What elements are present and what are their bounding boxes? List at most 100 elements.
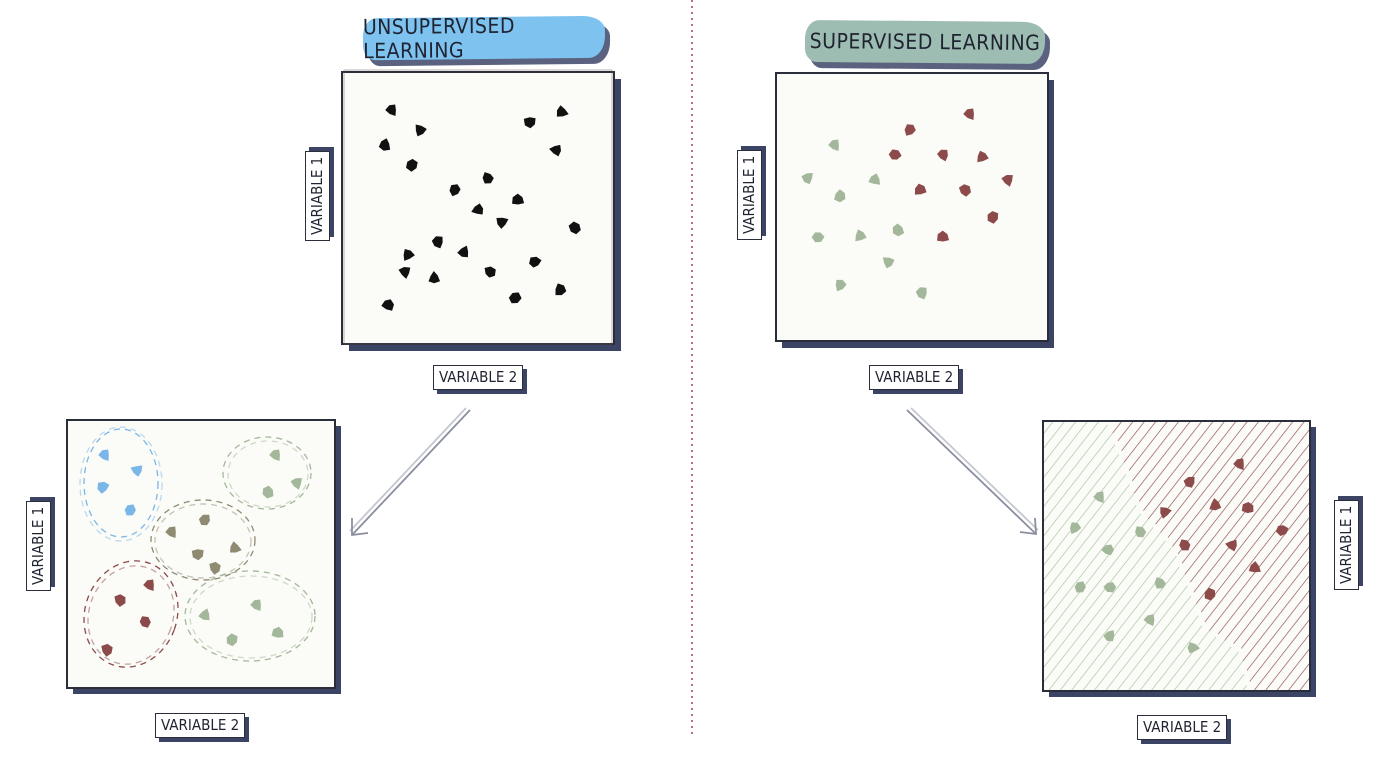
class-region-green — [1043, 421, 1250, 691]
cluster-tan-outline — [150, 499, 256, 581]
data-point — [428, 271, 440, 284]
data-point — [124, 504, 136, 516]
data-point — [888, 149, 902, 160]
data-point — [1001, 175, 1013, 187]
data-point — [1160, 507, 1172, 519]
data-point — [811, 232, 825, 243]
data-point — [496, 217, 509, 229]
data-point — [484, 266, 496, 278]
data-point — [1204, 587, 1216, 601]
data-point — [431, 236, 443, 249]
arrow-to-classification — [906, 407, 1039, 536]
data-point — [1187, 642, 1200, 654]
data-point — [987, 211, 999, 224]
data-point — [97, 481, 110, 494]
data-point — [882, 257, 895, 269]
data-point — [937, 149, 948, 162]
data-point — [1070, 522, 1082, 534]
data-point — [143, 579, 154, 591]
data-point — [139, 616, 151, 628]
data-point — [398, 267, 411, 279]
data-point — [101, 643, 113, 657]
data-point — [1135, 526, 1147, 538]
data-point — [508, 292, 522, 304]
data-point — [828, 139, 839, 151]
raw-data-panel-supervised — [775, 72, 1054, 348]
data-point — [549, 144, 561, 157]
cluster-outlines — [79, 426, 316, 668]
data-point — [801, 173, 813, 185]
data-point — [529, 256, 542, 268]
data-point — [1103, 630, 1115, 642]
data-point — [1241, 502, 1254, 514]
data-point — [835, 279, 847, 292]
data-point — [523, 117, 536, 129]
data-point — [958, 184, 971, 197]
data-point — [1074, 581, 1086, 593]
y-axis-label-bottom-left: VARIABLE 1 — [26, 500, 51, 591]
data-point — [1276, 525, 1289, 536]
class-region-brown — [1108, 421, 1310, 691]
data-point — [1225, 539, 1237, 552]
data-point — [403, 249, 415, 261]
arrow-to-clustering — [349, 407, 471, 537]
data-point — [937, 230, 950, 242]
data-point — [555, 283, 567, 296]
data-point — [914, 183, 927, 195]
data-point — [130, 465, 143, 477]
data-point — [834, 189, 846, 203]
data-point — [977, 150, 989, 163]
data-point — [1248, 561, 1261, 573]
data-point — [165, 526, 176, 538]
data-point — [482, 172, 494, 184]
data-point — [1101, 544, 1114, 556]
decision-boundary — [1106, 421, 1252, 691]
data-point — [556, 105, 569, 117]
data-point — [1143, 614, 1155, 627]
data-point — [868, 173, 881, 185]
data-point — [114, 594, 126, 607]
data-point — [855, 229, 867, 242]
data-point — [406, 158, 418, 172]
x-axis-label-bottom-left: VARIABLE 2 — [155, 713, 246, 738]
data-point — [1233, 458, 1244, 470]
data-point — [250, 599, 261, 611]
cluster-brown-outline — [83, 560, 179, 668]
data-point — [381, 299, 394, 311]
data-point — [1093, 491, 1104, 503]
data-point — [892, 223, 905, 237]
data-point — [271, 626, 284, 638]
cluster-green-bottom-outline — [184, 570, 316, 662]
data-point — [1183, 476, 1195, 488]
data-point — [269, 449, 280, 461]
cluster-blue-outline — [83, 428, 159, 538]
x-axis-label-top-left: VARIABLE 2 — [433, 365, 524, 390]
data-point — [471, 203, 484, 215]
data-point — [1209, 498, 1222, 511]
y-axis-label-top-right: VARIABLE 1 — [737, 149, 762, 240]
classification-panel — [1042, 420, 1316, 697]
data-point — [1103, 582, 1117, 593]
data-point — [209, 561, 221, 575]
y-axis-label-top-left: VARIABLE 1 — [305, 150, 330, 241]
data-point — [457, 245, 469, 258]
data-point — [1179, 539, 1191, 551]
data-point — [963, 108, 974, 120]
data-point — [568, 221, 581, 235]
clustering-panel — [66, 419, 341, 694]
data-point — [226, 633, 238, 647]
data-point — [904, 124, 916, 136]
data-point — [449, 184, 461, 197]
data-point — [415, 124, 427, 137]
y-axis-label-bottom-right: VARIABLE 1 — [1334, 499, 1359, 590]
data-point — [385, 104, 396, 116]
data-point — [262, 485, 274, 499]
x-axis-label-bottom-right: VARIABLE 2 — [1137, 715, 1228, 740]
x-axis-label-top-right: VARIABLE 2 — [869, 365, 960, 390]
cluster-green-top-outline — [222, 436, 312, 510]
data-point — [512, 193, 525, 205]
data-point — [915, 287, 927, 300]
data-point — [198, 608, 210, 621]
data-point — [191, 549, 204, 561]
